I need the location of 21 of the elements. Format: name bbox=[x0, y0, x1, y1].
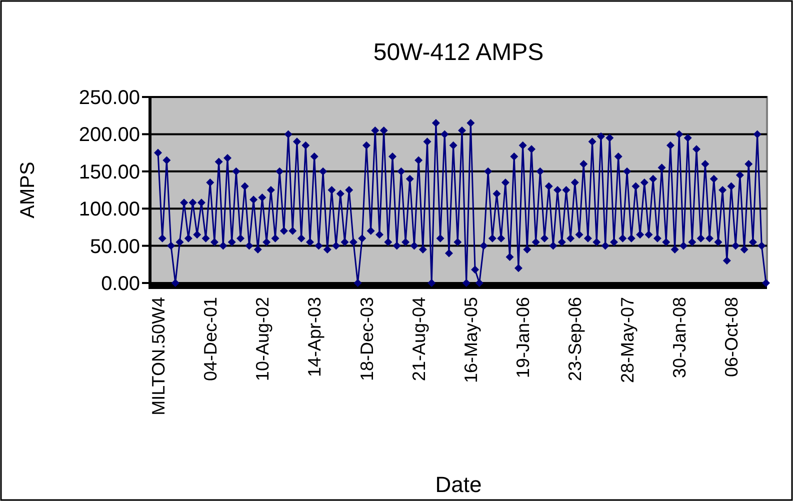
x-tick-label: 18-Dec-03 bbox=[356, 297, 377, 382]
x-tick-label: MILTON.50W4 bbox=[148, 297, 168, 416]
x-tick-label: 04-Dec-01 bbox=[200, 297, 220, 382]
x-tick-label: 23-Sep-06 bbox=[565, 297, 586, 382]
x-tick-label: 21-Aug-04 bbox=[408, 297, 429, 382]
y-axis-title: AMPS bbox=[17, 162, 39, 218]
y-tick-label: 100.00 bbox=[78, 198, 140, 221]
x-tick-label: 10-Aug-02 bbox=[252, 297, 273, 382]
x-axis-title: Date bbox=[435, 472, 482, 497]
chart-title: 50W-412 AMPS bbox=[373, 39, 544, 66]
y-tick-label: 150.00 bbox=[78, 161, 140, 184]
y-tick-label: 50.00 bbox=[90, 236, 140, 258]
x-tick-label: 14-Apr-03 bbox=[304, 297, 325, 378]
x-tick-label: 28-May-07 bbox=[617, 297, 638, 384]
x-tick-label: 16-May-05 bbox=[460, 297, 481, 384]
y-tick-label: 200.00 bbox=[78, 124, 140, 146]
x-tick-label: 19-Jan-06 bbox=[513, 297, 534, 378]
x-tick-label: 30-Jan-08 bbox=[669, 297, 690, 378]
y-tick-label: 250.00 bbox=[78, 87, 140, 109]
y-tick-label: 0.00 bbox=[101, 273, 140, 295]
x-tick-label: 06-Oct-08 bbox=[722, 297, 742, 378]
